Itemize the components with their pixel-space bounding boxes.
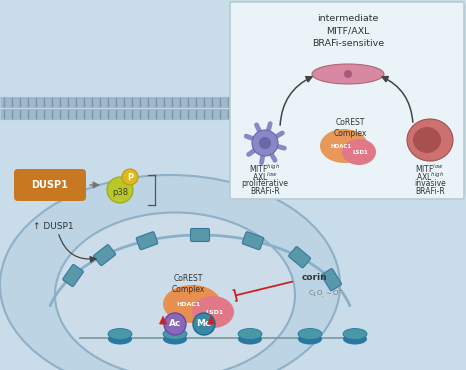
Text: HDAC1: HDAC1 <box>330 144 351 148</box>
Ellipse shape <box>238 333 262 344</box>
Text: ↑ DUSP1: ↑ DUSP1 <box>33 222 74 231</box>
Circle shape <box>252 130 278 156</box>
FancyBboxPatch shape <box>230 2 464 199</box>
FancyBboxPatch shape <box>14 169 86 201</box>
Ellipse shape <box>108 333 132 344</box>
Ellipse shape <box>407 119 453 161</box>
Ellipse shape <box>342 139 376 165</box>
Circle shape <box>122 169 138 185</box>
Ellipse shape <box>163 333 187 344</box>
Circle shape <box>193 313 215 335</box>
Text: p38: p38 <box>112 188 128 196</box>
Text: proliferative: proliferative <box>241 179 288 188</box>
Text: LSD1: LSD1 <box>205 309 223 314</box>
Ellipse shape <box>55 212 295 370</box>
FancyBboxPatch shape <box>289 247 310 268</box>
Ellipse shape <box>343 329 367 340</box>
Text: BRAFi-R: BRAFi-R <box>250 187 280 196</box>
Text: Ac: Ac <box>169 320 181 329</box>
Text: invasive: invasive <box>414 179 446 188</box>
Ellipse shape <box>320 129 368 163</box>
FancyBboxPatch shape <box>136 232 158 250</box>
Text: DUSP1: DUSP1 <box>32 180 69 190</box>
Text: CoREST
Complex: CoREST Complex <box>333 118 367 138</box>
Text: Me: Me <box>197 320 212 329</box>
FancyBboxPatch shape <box>63 265 83 286</box>
FancyBboxPatch shape <box>242 232 264 250</box>
Circle shape <box>344 70 352 78</box>
FancyBboxPatch shape <box>94 245 116 266</box>
Circle shape <box>259 137 271 149</box>
Ellipse shape <box>0 175 340 370</box>
Text: MITF$^{\mathit{high}}$: MITF$^{\mathit{high}}$ <box>249 163 281 175</box>
Ellipse shape <box>108 329 132 340</box>
Circle shape <box>164 313 186 335</box>
Text: AXL$^{\mathit{low}}$: AXL$^{\mathit{low}}$ <box>252 171 278 184</box>
Text: MITF$^{\mathit{low}}$: MITF$^{\mathit{low}}$ <box>416 163 445 175</box>
Ellipse shape <box>413 127 441 153</box>
Text: $\mathsf{C_1O_{,}^{\ }{\sim}O^{-}}$: $\mathsf{C_1O_{,}^{\ }{\sim}O^{-}}$ <box>308 289 343 299</box>
Text: HDAC1: HDAC1 <box>176 302 200 306</box>
Text: LSD1: LSD1 <box>352 149 368 155</box>
Ellipse shape <box>192 296 234 328</box>
FancyBboxPatch shape <box>322 269 342 291</box>
Ellipse shape <box>163 285 221 323</box>
Circle shape <box>107 177 133 203</box>
Ellipse shape <box>238 329 262 340</box>
FancyBboxPatch shape <box>191 229 210 242</box>
Text: intermediate
MITF/AXL
BRAFi-sensitive: intermediate MITF/AXL BRAFi-sensitive <box>312 14 384 48</box>
Text: BRAFi-R: BRAFi-R <box>415 187 445 196</box>
Ellipse shape <box>163 329 187 340</box>
Ellipse shape <box>298 329 322 340</box>
Text: P: P <box>127 172 133 182</box>
Text: AXL$^{\mathit{high}}$: AXL$^{\mathit{high}}$ <box>416 171 444 184</box>
Ellipse shape <box>298 333 322 344</box>
Text: CoREST
Complex: CoREST Complex <box>171 274 205 294</box>
Text: corin: corin <box>302 272 328 282</box>
Ellipse shape <box>343 333 367 344</box>
Ellipse shape <box>312 64 384 84</box>
